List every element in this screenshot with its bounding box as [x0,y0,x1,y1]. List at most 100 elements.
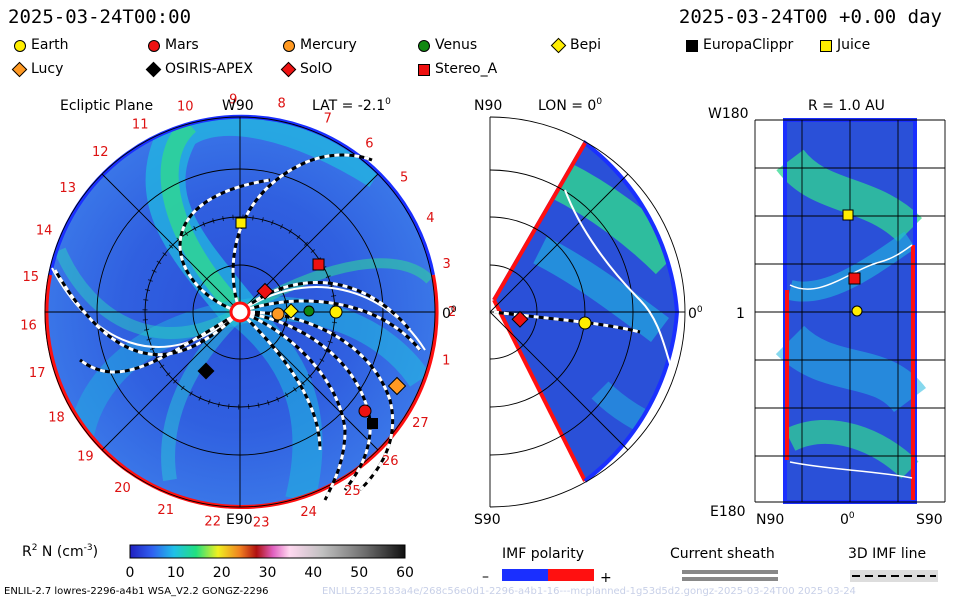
carrington-label: 25 [344,484,361,499]
legend-venus-label: Venus [435,37,478,53]
carrington-label: 22 [204,515,221,530]
earth-marker-radial [851,305,863,317]
current-sheath-title: Current sheath [670,546,775,562]
radial-s-label: S90 [916,512,943,528]
imf-positive-swatch [548,569,594,581]
colorbar-tick: 30 [259,565,277,581]
carrington-label: 1 [442,353,450,368]
ecliptic-top-label: W90 [222,98,254,114]
colorbar [129,544,406,559]
current-sheath-swatch-2 [682,577,778,581]
osiris-apex-marker [197,362,215,380]
legend-earth-symbol [14,40,26,52]
meridional-lon-label: LON = 00 [538,97,602,114]
lucy-marker [387,376,407,396]
carrington-label: 19 [77,450,94,465]
carrington-label: 6 [365,137,373,152]
carrington-label: 16 [20,319,37,334]
ecliptic-right-label: 00 [442,305,457,322]
stereo-a-marker-radial [848,272,861,285]
carrington-label: 9 [229,93,237,108]
europaclipper-marker [367,418,378,429]
colorbar-label: R2 N (cm-3) [22,543,98,560]
legend-stereo-a-label: Stereo_A [435,61,498,77]
left-date: 2025-03-24T00:00 [8,6,192,28]
carrington-label: 26 [382,454,399,469]
meridional-right-label: 00 [688,305,703,322]
carrington-label: 3 [442,257,450,272]
radial-w-label: W180 [708,106,749,122]
imf-negative-swatch [502,569,548,581]
imf3d-title: 3D IMF line [848,546,926,562]
radial-title: R = 1.0 AU [808,98,885,114]
legend-mercury-symbol [283,40,295,52]
colorbar-tick: 50 [350,565,368,581]
legend-bepi-label: Bepi [570,37,601,53]
carrington-label: 8 [277,97,285,112]
carrington-label: 23 [253,515,270,530]
colorbar-tick: 0 [126,565,135,581]
legend-mercury-label: Mercury [300,37,357,53]
carrington-label: 2 [448,305,456,320]
legend-earth-label: Earth [31,37,69,53]
ecliptic-lat-label: LAT = -2.10 [312,97,391,114]
carrington-label: 12 [92,145,109,160]
juice-marker [235,217,247,229]
footer-left: ENLIL-2.7 lowres-2296-a4b1 WSA_V2.2 GONG… [4,586,269,597]
carrington-label: 21 [157,503,174,518]
current-sheath-swatch-1 [682,570,778,574]
carrington-label: 4 [426,211,434,226]
ecliptic-bottom-label: E90 [226,512,253,528]
meridional-s-label: S90 [474,512,501,528]
carrington-label: 24 [300,505,317,520]
earth-marker-meridional [578,316,592,330]
legend-juice-label: Juice [837,37,871,53]
colorbar-tick: 40 [304,565,322,581]
legend-venus-symbol [418,40,430,52]
legend-lucy-label: Lucy [31,61,64,77]
legend-europaclippr-label: EuropaClippr [703,37,794,53]
earth-marker [329,305,343,319]
colorbar-tick: 10 [167,565,185,581]
carrington-label: 7 [324,112,332,127]
legend-mars-label: Mars [165,37,199,53]
carrington-label: 17 [29,366,46,381]
carrington-label: 20 [114,481,131,496]
carrington-label: 27 [412,416,429,431]
sun-marker [229,301,251,323]
legend-europaclippr-symbol [686,40,698,52]
mercury-marker [271,307,285,321]
legend-stereo-a-symbol [418,64,430,76]
legend-mars-symbol [148,40,160,52]
carrington-label: 10 [177,100,194,115]
solo-marker-meridional [511,310,529,328]
legend-solo-label: SolO [300,61,333,77]
venus-marker [303,305,315,317]
radial-n-label: N90 [756,512,784,528]
colorbar-ticks: 0 10 20 30 40 50 60 [126,565,414,581]
carrington-label: 11 [132,118,149,133]
colorbar-tick: 20 [213,565,231,581]
meridional-n-label: N90 [474,98,502,114]
ecliptic-title: Ecliptic Plane [60,98,153,114]
juice-marker-radial [842,209,854,221]
radial-mid-label: 1 [736,306,745,322]
imf-minus-label: – [482,569,489,585]
imf-plus-label: + [600,570,612,586]
bepi-marker [283,303,299,319]
solo-marker [256,282,274,300]
imf-polarity-title: IMF polarity [502,546,584,562]
legend-osiris-apex-label: OSIRIS-APEX [165,61,253,77]
mars-marker [358,404,372,418]
radial-zero-label: 00 [840,511,855,528]
carrington-label: 14 [36,223,53,238]
stereo-a-marker [312,258,325,271]
footer-right: ENLIL52325183a4e/268c56e0d1-2296-a4b1-16… [322,586,856,597]
right-date: 2025-03-24T00 +0.00 day [678,6,942,28]
legend-juice-symbol [820,40,832,52]
colorbar-tick: 60 [396,565,414,581]
carrington-label: 5 [400,170,408,185]
carrington-label: 15 [23,270,40,285]
